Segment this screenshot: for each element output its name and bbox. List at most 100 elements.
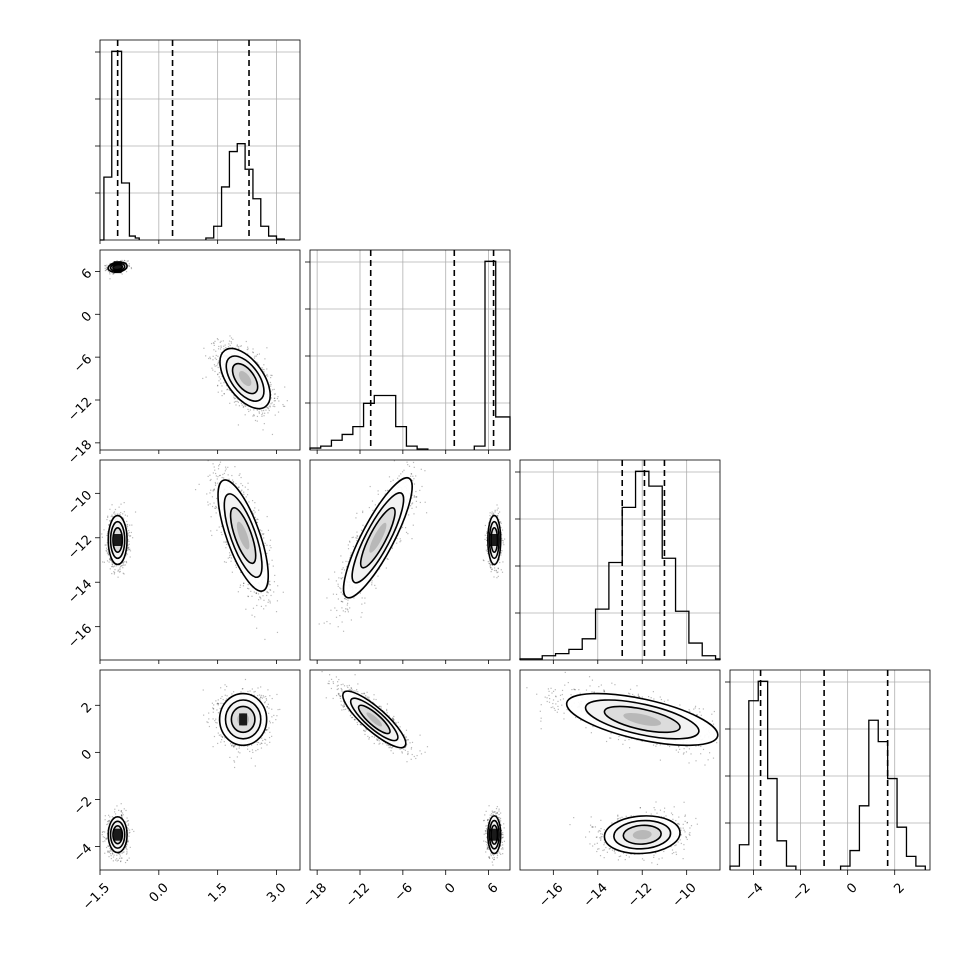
scatter-point bbox=[216, 385, 219, 387]
scatter-point bbox=[108, 851, 110, 853]
scatter-point bbox=[272, 389, 274, 391]
scatter-point bbox=[227, 388, 229, 390]
scatter-point bbox=[268, 582, 270, 584]
scatter-point bbox=[251, 595, 253, 597]
scatter-point bbox=[124, 564, 126, 566]
contour-line bbox=[231, 362, 259, 395]
scatter-point bbox=[235, 400, 237, 403]
scatter-point bbox=[111, 853, 113, 855]
scatter-point bbox=[271, 374, 273, 377]
scatter-point bbox=[241, 484, 244, 487]
histogram-step bbox=[519, 470, 721, 660]
scatter-point bbox=[125, 845, 127, 848]
scatter-point bbox=[214, 365, 216, 367]
scatter-point bbox=[223, 541, 225, 543]
scatter-point bbox=[225, 541, 227, 543]
scatter-point bbox=[112, 852, 114, 855]
scatter-point bbox=[214, 340, 216, 342]
scatter-point bbox=[102, 840, 104, 843]
scatter-point bbox=[211, 496, 214, 498]
scatter-point bbox=[230, 337, 233, 339]
scatter-point bbox=[236, 345, 238, 347]
scatter-point bbox=[218, 474, 221, 477]
scatter-point bbox=[101, 833, 103, 836]
scatter-point bbox=[129, 550, 132, 552]
scatter-point bbox=[113, 571, 115, 573]
scatter-point bbox=[113, 512, 115, 514]
scatter-point bbox=[266, 515, 268, 518]
scatter-point bbox=[128, 529, 130, 532]
scatter-point bbox=[107, 829, 109, 831]
scatter-point bbox=[235, 566, 237, 569]
scatter-point bbox=[215, 350, 217, 352]
scatter-point bbox=[235, 397, 237, 399]
scatter-point bbox=[113, 811, 116, 813]
scatter-point bbox=[219, 378, 221, 380]
scatter-point bbox=[129, 535, 131, 537]
scatter-point bbox=[252, 751, 254, 754]
scatter-point bbox=[106, 518, 108, 521]
scatter-point bbox=[266, 594, 268, 597]
scatter-point bbox=[214, 357, 216, 359]
scatter-point bbox=[262, 533, 264, 536]
scatter-point bbox=[109, 519, 111, 522]
scatter-point bbox=[118, 506, 120, 508]
scatter-point bbox=[235, 564, 237, 566]
scatter-point bbox=[120, 857, 122, 859]
scatter-point bbox=[108, 851, 110, 854]
scatter-point bbox=[121, 816, 123, 819]
scatter-point bbox=[227, 474, 229, 476]
scatter-point bbox=[216, 338, 219, 340]
scatter-point bbox=[274, 414, 276, 416]
scatter-point bbox=[104, 269, 106, 272]
scatter-point bbox=[109, 850, 111, 852]
scatter-point bbox=[223, 393, 225, 395]
scatter-point bbox=[270, 390, 272, 392]
scatter-point bbox=[275, 611, 278, 613]
scatter-point bbox=[221, 385, 223, 387]
density-core bbox=[113, 828, 122, 841]
scatter-point bbox=[105, 837, 107, 839]
scatter-point bbox=[126, 524, 128, 526]
scatter-point bbox=[253, 409, 255, 411]
scatter-point bbox=[102, 836, 104, 838]
scatter-point bbox=[252, 351, 254, 354]
scatter-point bbox=[228, 552, 231, 554]
scatter-point bbox=[225, 347, 227, 349]
scatter-point bbox=[218, 376, 220, 378]
scatter-point bbox=[116, 860, 118, 862]
scatter-point bbox=[231, 571, 233, 573]
scatter-point bbox=[251, 499, 254, 502]
scatter-point bbox=[118, 571, 121, 573]
scatter-point bbox=[253, 415, 255, 417]
scatter-point bbox=[223, 393, 225, 395]
contour-line bbox=[107, 261, 128, 273]
scatter-point bbox=[273, 397, 275, 399]
scatter-point bbox=[212, 355, 214, 357]
scatter-point bbox=[265, 699, 268, 701]
scatter-point bbox=[239, 586, 241, 588]
scatter-point bbox=[210, 530, 212, 532]
scatter-point bbox=[111, 504, 113, 506]
scatter-point bbox=[124, 861, 127, 864]
scatter-point bbox=[238, 486, 240, 488]
scatter-point bbox=[242, 585, 245, 587]
scatter-point bbox=[114, 859, 117, 861]
scatter-point bbox=[232, 338, 234, 340]
scatter-point bbox=[112, 860, 114, 862]
scatter-point bbox=[127, 539, 129, 541]
scatter-point bbox=[218, 463, 221, 466]
scatter-point bbox=[263, 371, 265, 373]
scatter-point bbox=[243, 582, 245, 584]
scatter-point bbox=[274, 397, 276, 399]
scatter-point bbox=[256, 420, 258, 422]
scatter-point bbox=[113, 573, 115, 575]
scatter-point bbox=[252, 351, 254, 353]
scatter-point bbox=[267, 601, 269, 603]
scatter-point bbox=[259, 698, 261, 700]
scatter-point bbox=[258, 364, 260, 366]
scatter-point bbox=[265, 375, 267, 377]
scatter-point bbox=[129, 846, 131, 848]
scatter-point bbox=[119, 570, 121, 573]
scatter-point bbox=[215, 512, 217, 514]
